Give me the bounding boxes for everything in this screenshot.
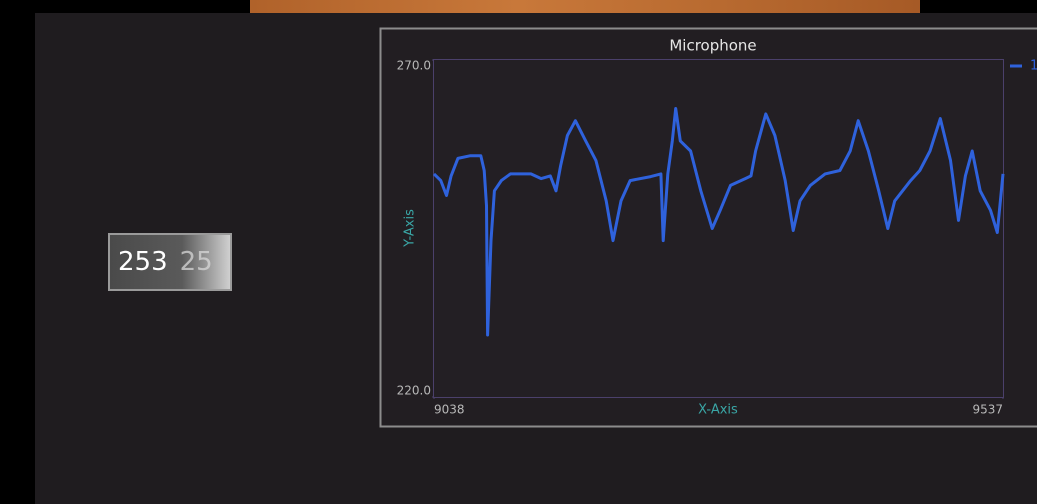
- background-image: [250, 0, 920, 13]
- data-line: [432, 107, 1005, 337]
- y-tick-label: 220.0: [397, 384, 431, 398]
- chart-title: Microphone: [669, 37, 756, 55]
- value-display: 253 25: [108, 233, 232, 291]
- y-tick-label: 270.0: [397, 59, 431, 73]
- y-axis-label: Y-Axis: [403, 209, 418, 248]
- display-value: 253: [118, 247, 168, 277]
- legend-label: 1: [1030, 59, 1037, 74]
- plot-area: [433, 59, 1004, 398]
- display-value: 25: [179, 247, 213, 277]
- x-tick-label: 9537: [972, 403, 1003, 417]
- x-tick-label: 9038: [434, 403, 465, 417]
- x-axis-label: X-Axis: [698, 403, 738, 418]
